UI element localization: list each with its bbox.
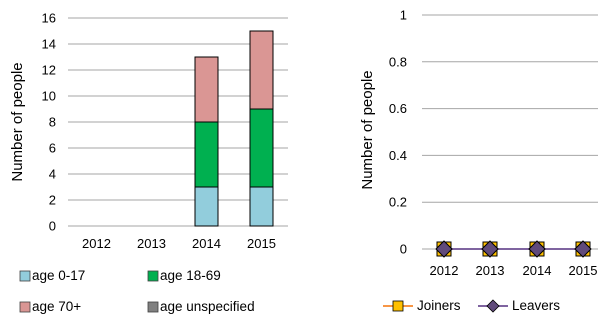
y-tick-label: 14	[42, 37, 56, 52]
y-tick-label: 8	[49, 115, 56, 130]
bar-segment-age-18-69	[194, 121, 219, 188]
y-tick-label: 4	[49, 167, 56, 182]
line-chart: 0 0.2 0.4 0.6 0.8 1 2012 2013 2014 2015 Number of …	[359, 8, 598, 313]
legend-swatch	[19, 270, 31, 282]
data-point-leavers	[435, 240, 453, 258]
bar-segment-age-0-17	[249, 186, 274, 227]
x-tick-label: 2013	[137, 236, 166, 251]
data-point-leavers	[574, 240, 592, 258]
bar-segment-age-70-	[194, 56, 219, 123]
legend-label: age 70+	[32, 299, 81, 314]
legend-marker	[486, 299, 500, 313]
y-tick-label: 6	[49, 141, 56, 156]
legend-label: Leavers	[512, 298, 560, 313]
y-axis-title: Number of people	[359, 70, 376, 189]
y-tick-label: 0.4	[389, 148, 407, 163]
x-tick-label: 2014	[192, 236, 221, 251]
y-tick-label: 0.8	[389, 54, 407, 69]
legend-label: age 0-17	[32, 268, 85, 283]
x-tick-label: 2014	[523, 263, 552, 278]
legend-swatch	[147, 301, 159, 313]
x-tick-label: 2013	[476, 263, 505, 278]
bar-segment-age-18-69	[249, 108, 274, 188]
y-tick-label: 1	[400, 8, 407, 23]
x-tick-label: 2012	[430, 263, 459, 278]
y-axis-title: Number of people	[9, 62, 26, 181]
legend-swatch	[19, 301, 31, 313]
legend-marker	[392, 300, 404, 312]
y-tick-label: 0.6	[389, 101, 407, 116]
x-tick-label: 2012	[82, 236, 111, 251]
y-tick-label: 0.2	[389, 195, 407, 210]
legend-label: age unspecified	[160, 299, 255, 314]
x-tick-label: 2015	[569, 263, 598, 278]
bar-segment-age-70-	[249, 30, 274, 110]
y-tick-label: 10	[42, 89, 56, 104]
data-point-leavers	[528, 240, 546, 258]
data-point-leavers	[481, 240, 499, 258]
y-tick-label: 16	[42, 11, 56, 26]
legend-label: age 18-69	[160, 268, 221, 283]
bar-segment-age-0-17	[194, 186, 219, 227]
y-tick-label: 0	[400, 242, 407, 257]
y-tick-label: 12	[42, 63, 56, 78]
legend-label: Joiners	[417, 298, 461, 313]
x-tick-label: 2015	[247, 236, 276, 251]
y-tick-label: 0	[49, 219, 56, 234]
stacked-bar-chart: 0 2 4 6 8 10 12 14 16 2012 2013 2014 2015 Number of p…	[9, 11, 288, 314]
y-tick-label: 2	[49, 193, 56, 208]
legend-swatch	[147, 270, 159, 282]
